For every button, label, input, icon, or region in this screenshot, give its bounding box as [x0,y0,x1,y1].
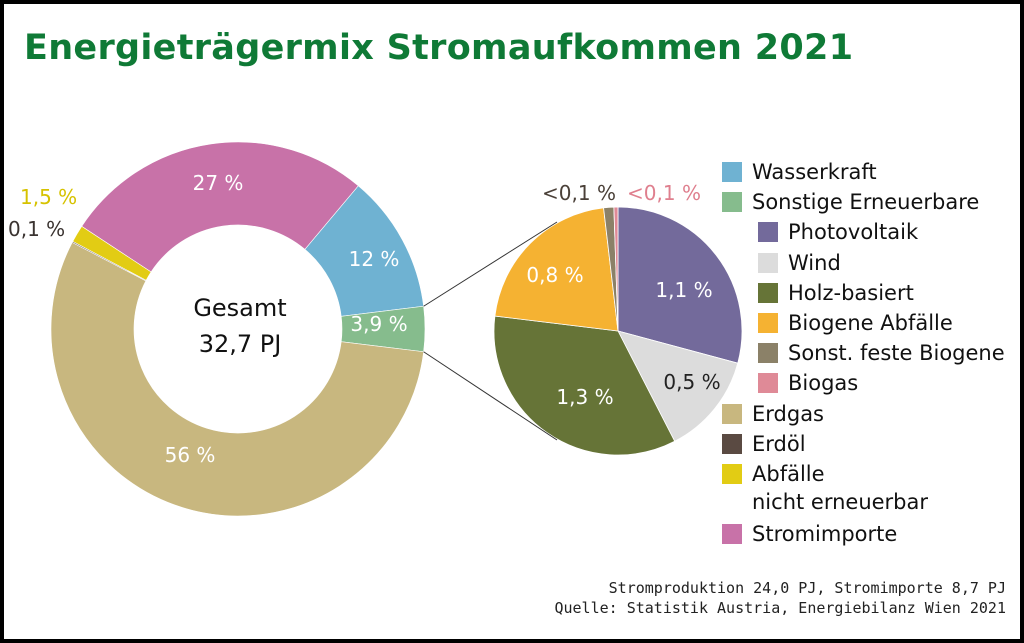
legend-swatch [722,433,742,454]
legend-label: Erdöl [752,431,806,456]
donut-center-label: Gesamt [193,294,286,322]
legend-swatch [758,343,778,364]
pie-label-sonst-feste-biogene: <0,1 % [542,181,616,205]
pie-slice-holz-basiert [493,315,676,456]
pie-slice-wind [617,330,739,442]
pie-label-wind: 0,5 % [663,370,720,394]
legend-swatch [758,282,778,303]
chart-footer: Stromproduktion 24,0 PJ, Stromimporte 8,… [554,578,1006,618]
footer-line-2: Quelle: Statistik Austria, Energiebilanz… [554,599,1006,617]
legend-label: Abfälle nicht erneuerbar [752,462,929,514]
connector-line-bottom [423,351,558,441]
legend-label: Stromimporte [752,522,898,547]
legend-swatch [722,464,742,484]
legend-label: Biogene Abfälle [788,311,953,335]
legend-label: Biogas [788,371,859,396]
donut-label-wasserkraft: 12 % [349,247,400,271]
legend-label: Photovoltaik [788,220,919,245]
chart-title: Energieträgermix Stromaufkommen 2021 [24,28,854,68]
legend-label: Erdgas [752,401,825,426]
pie-slice-biogene-abfälle [494,207,619,332]
pie-slice-biogas [613,206,619,332]
donut-slice-erdgas [50,242,424,517]
donut-label-sonstige-erneuerbare: 3,9 % [350,312,407,336]
donut-label-erdöl: 0,1 % [8,217,65,241]
legend-swatch [722,162,742,182]
legend-label: Holz-basiert [788,280,914,305]
donut-center-value: 32,7 PJ [199,330,282,358]
legend-label: Sonstige Erneuerbare [752,190,980,215]
donut-slice-stromimporte [81,141,359,273]
legend-swatch [758,373,778,394]
legend-label: Wasserkraft [752,160,877,184]
pie-label-biogas: <0,1 % [627,181,701,205]
legend-swatch [722,403,742,424]
chart-frame: Energieträgermix Stromaufkommen 2021 12 … [4,4,1020,639]
chart-canvas: 12 % 3,9 % 56 % 0,1 % 1,5 % 27 % Gesamt 32,7 PJ… [8,141,743,517]
connector-line-top [423,221,558,307]
pie-label-photovoltaik: 1,1 % [655,278,712,302]
footer-line-1: Stromproduktion 24,0 PJ, Stromimporte 8,… [608,579,1006,597]
donut-label-abfälle-nicht-erneuerbar: 1,5 % [20,185,77,209]
pie-slice-photovoltaik [617,206,743,364]
legend-swatch [758,222,778,243]
donut-label-erdgas: 56 % [165,443,216,467]
legend-label: Sonst. feste Biogene [788,341,1005,366]
donut-label-stromimporte: 27 % [193,171,244,195]
legend-label: Wind [788,250,841,275]
pie-label-biogene-abfälle: 0,8 % [526,263,583,287]
legend-swatch [758,252,778,273]
legend-swatch [722,192,742,213]
legend-swatch [722,524,742,545]
pie-label-holz-basiert: 1,3 % [556,385,613,409]
legend-swatch [758,313,778,333]
